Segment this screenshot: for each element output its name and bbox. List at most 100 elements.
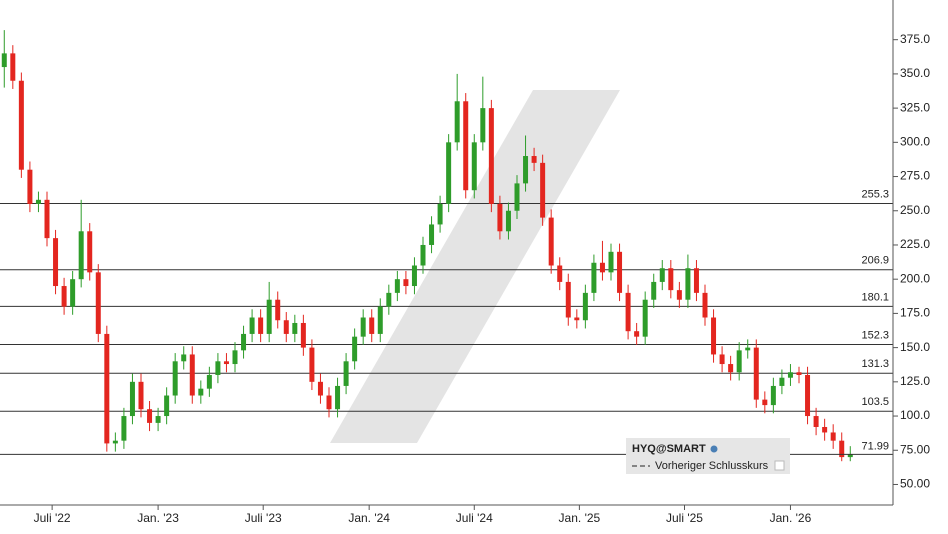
y-tick-label: 125.0 [900, 374, 930, 388]
candle-body [241, 333, 247, 351]
y-tick-label: 250.0 [900, 203, 930, 217]
candle-body [104, 333, 110, 444]
candle-body [770, 385, 776, 406]
candle-body [121, 416, 127, 441]
candle-body [18, 80, 24, 170]
candle-body [779, 377, 785, 386]
candle-body [181, 354, 187, 362]
candle-body [574, 317, 580, 321]
candle-body [87, 231, 93, 273]
candle-body [745, 347, 751, 351]
candle-body [300, 322, 306, 348]
candle-body [189, 354, 195, 396]
candle-body [129, 381, 135, 417]
candle-body [437, 203, 443, 225]
candle-body [488, 108, 494, 204]
candle-body [27, 169, 33, 204]
y-tick-label: 50.00 [900, 477, 930, 491]
candle-body [53, 238, 59, 287]
candle-body [830, 432, 836, 441]
candle-body [343, 361, 349, 386]
candle-body [753, 347, 759, 400]
candle-body [360, 317, 366, 337]
plot-area: 255.3 206.9 180.1 152.3 131.3 103.5 71.99 [0, 30, 893, 462]
level-label-bg [861, 358, 891, 371]
y-tick-label: 75.00 [900, 442, 930, 456]
candle-body [309, 347, 315, 382]
candle-body [540, 162, 546, 218]
candle-body [736, 350, 742, 373]
candle-body [787, 372, 793, 378]
level-label-bg [861, 254, 891, 267]
candle-body [112, 440, 118, 444]
candle-body [352, 336, 358, 362]
y-tick-label: 350.0 [900, 66, 930, 80]
y-tick-label: 375.0 [900, 32, 930, 46]
candle-body [10, 53, 16, 81]
candle-body [523, 156, 529, 184]
y-tick-label: 175.0 [900, 306, 930, 320]
candle-body [557, 265, 563, 282]
y-tick-label: 225.0 [900, 237, 930, 251]
last-price-label: 71.99 [861, 440, 889, 452]
candle-body [805, 374, 811, 417]
candle-body [454, 101, 460, 143]
level-label: 206.9 [861, 255, 889, 267]
candle-body [275, 299, 281, 321]
candle-body [403, 279, 409, 287]
candle-body [377, 306, 383, 334]
legend: HYQ@SMART Vorheriger Schlusskurs [626, 438, 790, 474]
candle-body [702, 292, 708, 318]
candle-body [223, 361, 229, 365]
legend-checkbox[interactable] [774, 460, 785, 471]
level-label: 180.1 [861, 291, 889, 303]
y-tick-label: 100.0 [900, 408, 930, 422]
candle-body [565, 281, 571, 318]
legend-box [626, 438, 790, 474]
candle-body [531, 156, 537, 163]
x-tick-label: Juli '23 [245, 511, 282, 525]
candle-body [822, 426, 828, 433]
candle-body [608, 251, 614, 273]
x-tick-label: Jan. '25 [559, 511, 601, 525]
candle-body [429, 224, 435, 245]
candle-body [693, 268, 699, 293]
candle-body [1, 53, 7, 68]
candle-body [411, 265, 417, 287]
candle-body [762, 399, 768, 406]
candle-body [420, 244, 426, 266]
candle-body [599, 262, 605, 273]
legend-icon[interactable] [710, 445, 718, 453]
candle-body [617, 251, 623, 293]
x-tick-label: Jan. '23 [137, 511, 179, 525]
x-tick-label: Juli '22 [34, 511, 71, 525]
legend-title: HYQ@SMART [632, 443, 706, 455]
candle-body [35, 199, 41, 204]
last-price-label-bg [863, 440, 891, 452]
candle-body [138, 381, 144, 410]
candle-body [266, 299, 272, 334]
candle-body [369, 317, 375, 334]
x-tick-label: Jan. '24 [348, 511, 390, 525]
candle-body [206, 374, 212, 389]
candle-body [172, 361, 178, 396]
level-label-bg [861, 396, 891, 409]
candle-body [394, 279, 400, 293]
candle-body [155, 416, 161, 423]
candle-body [386, 292, 392, 307]
candle-body [258, 317, 264, 334]
level-label: 103.5 [861, 396, 889, 408]
candle-body [582, 292, 588, 321]
x-tick-label: Juli '25 [666, 511, 703, 525]
candle-body [839, 440, 845, 458]
candle-body [326, 395, 332, 410]
level-label-bg [861, 188, 891, 201]
candle-body [292, 322, 298, 334]
candle-body [317, 381, 323, 396]
candle-body [471, 142, 477, 191]
y-tick-label: 275.0 [900, 169, 930, 183]
candle-body [78, 231, 84, 280]
candle-body [591, 262, 597, 293]
